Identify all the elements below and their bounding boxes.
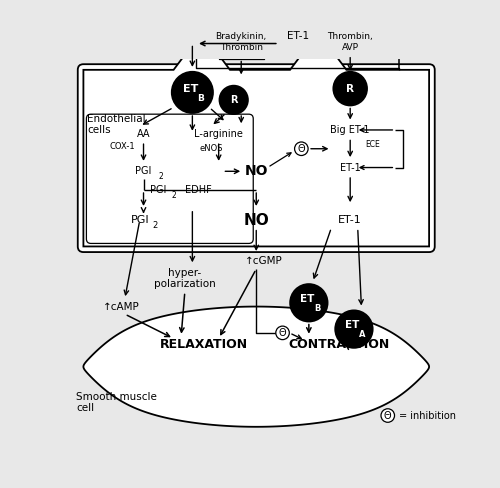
Text: PGI: PGI: [130, 215, 149, 225]
Text: COX-1: COX-1: [110, 142, 136, 151]
Text: ↑cGMP: ↑cGMP: [245, 257, 282, 266]
Text: eNOS: eNOS: [200, 144, 224, 153]
Text: Endothelial: Endothelial: [87, 114, 146, 123]
Text: A: A: [359, 330, 366, 339]
Polygon shape: [84, 306, 429, 427]
Text: R: R: [346, 83, 354, 94]
Circle shape: [276, 326, 289, 340]
Text: NO: NO: [244, 213, 269, 227]
Text: R: R: [230, 95, 237, 105]
Circle shape: [294, 142, 308, 156]
Text: ET-1: ET-1: [286, 31, 308, 41]
Text: ECE: ECE: [365, 141, 380, 149]
Circle shape: [335, 310, 372, 348]
Text: ET: ET: [300, 294, 314, 304]
Text: RELAXATION: RELAXATION: [160, 338, 248, 351]
Text: = inhibition: = inhibition: [399, 410, 456, 421]
Text: Θ: Θ: [384, 410, 392, 421]
Text: Θ: Θ: [298, 144, 305, 154]
Text: 2: 2: [171, 191, 176, 200]
Text: CONTRACTION: CONTRACTION: [288, 338, 390, 351]
Text: ET: ET: [183, 83, 198, 94]
Text: ET-1: ET-1: [338, 215, 362, 225]
Text: B: B: [197, 94, 204, 102]
Text: Big ET-1: Big ET-1: [330, 125, 370, 135]
Text: Θ: Θ: [278, 328, 286, 338]
Circle shape: [172, 72, 213, 113]
Text: 2: 2: [152, 221, 158, 230]
Circle shape: [334, 72, 367, 105]
FancyBboxPatch shape: [86, 114, 253, 244]
Text: ET: ET: [345, 320, 360, 330]
Text: NO: NO: [244, 164, 268, 178]
Text: AVP: AVP: [342, 43, 358, 52]
Text: Thrombin,: Thrombin,: [328, 32, 373, 41]
Text: EDHF: EDHF: [185, 185, 212, 195]
Text: hyper-: hyper-: [168, 268, 202, 278]
Text: 2: 2: [158, 172, 163, 182]
Text: ↑cAMP: ↑cAMP: [102, 302, 140, 311]
Text: cells: cells: [87, 125, 111, 135]
Circle shape: [290, 284, 328, 322]
Text: PGI: PGI: [150, 185, 166, 195]
Text: Bradykinin,: Bradykinin,: [216, 32, 267, 41]
Text: L-arginine: L-arginine: [194, 129, 243, 139]
Text: Smooth muscle: Smooth muscle: [76, 392, 157, 402]
Text: B: B: [314, 304, 320, 313]
Text: polarization: polarization: [154, 279, 216, 289]
Text: ET-1: ET-1: [340, 163, 360, 173]
FancyBboxPatch shape: [78, 64, 434, 252]
Polygon shape: [84, 47, 429, 246]
Circle shape: [381, 409, 394, 422]
Text: cell: cell: [76, 403, 94, 413]
Text: PGI: PGI: [136, 166, 152, 176]
Text: Thrombin: Thrombin: [220, 43, 262, 52]
Text: AA: AA: [137, 129, 150, 139]
Circle shape: [220, 85, 248, 114]
